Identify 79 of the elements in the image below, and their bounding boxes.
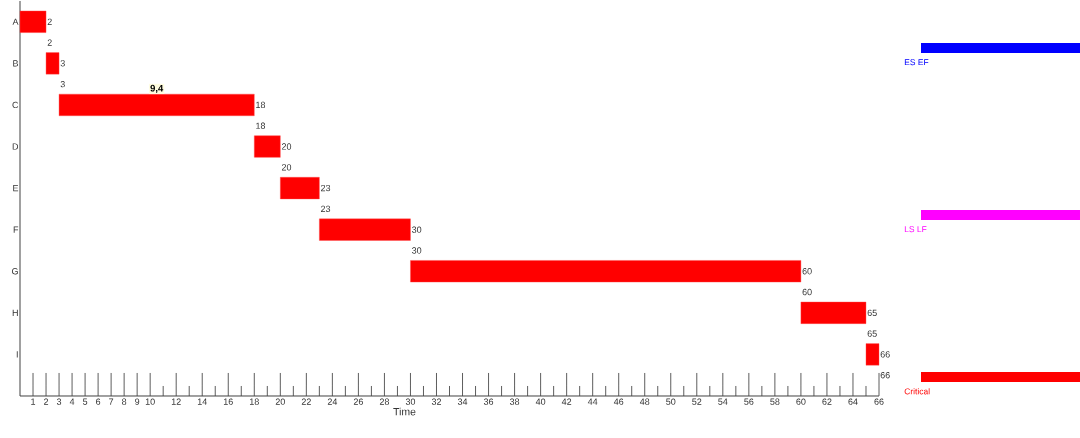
x-tick-label: 30: [405, 398, 416, 405]
annotation: 66: [880, 351, 890, 358]
annotation: 60: [802, 268, 812, 275]
y-tick-label: I: [16, 351, 18, 358]
x-axis-title: Time: [393, 407, 416, 416]
x-tick-label: 26: [353, 398, 363, 405]
bar: [45, 52, 60, 75]
annotation: 23: [321, 184, 331, 192]
annotation: 3: [60, 60, 65, 67]
annotation: 2: [47, 39, 52, 46]
annotation: 30: [412, 247, 422, 254]
x-tick-label: 54: [718, 398, 728, 405]
x-tick-label: 66: [874, 398, 884, 405]
x-tick-label: 42: [561, 398, 572, 405]
y-tick-label: C: [12, 101, 19, 109]
legend-label: LS LF: [904, 226, 927, 233]
y-tick-label: D: [12, 143, 19, 150]
x-tick-label: 38: [509, 398, 520, 405]
x-tick-label: 3: [56, 398, 62, 405]
y-tick-label: F: [13, 226, 19, 233]
bar: [410, 260, 802, 283]
text: 66: [880, 372, 890, 379]
x-tick-label: 48: [639, 398, 650, 405]
annotation: 65: [867, 309, 877, 317]
x-tick-label: 56: [744, 398, 754, 405]
x-tick-label: 22: [301, 398, 311, 405]
y-tick-label: B: [13, 60, 19, 67]
annotation: 65: [867, 330, 877, 337]
bar: [58, 93, 255, 116]
annotation: 2: [47, 18, 52, 25]
annotation: 60: [802, 288, 812, 296]
y-tick-label: H: [12, 309, 18, 316]
x-tick-label: 12: [171, 398, 181, 405]
x-tick-label: 7: [109, 398, 114, 405]
text: Critical: [904, 388, 930, 395]
bar: [254, 135, 281, 158]
x-tick-label: 6: [96, 398, 101, 405]
bar: [800, 301, 867, 324]
y-tick-label: E: [13, 185, 19, 192]
annotation: 20: [281, 164, 292, 171]
x-tick-label: 2: [44, 398, 49, 405]
x-tick-label: 62: [822, 398, 832, 405]
annotation: 3: [60, 80, 65, 88]
x-tick-label: 18: [249, 398, 259, 405]
annotation: 18: [256, 101, 266, 109]
x-tick-label: 60: [796, 398, 806, 405]
x-tick-label: 28: [379, 398, 390, 405]
x-tick-label: 50: [666, 398, 676, 405]
y-tick-label: G: [11, 268, 18, 275]
x-tick-label: 4: [69, 398, 75, 405]
x-tick-label: 32: [431, 398, 442, 405]
legend-label: ES EF: [904, 59, 929, 66]
x-tick-label: 64: [848, 398, 858, 405]
x-tick-label: 9: [135, 398, 140, 405]
x-tick-label: 36: [483, 398, 494, 405]
x-tick-label: 46: [613, 398, 624, 405]
x-tick-label: 8: [122, 398, 127, 405]
x-tick-label: 1: [31, 398, 36, 405]
x-tick-label: 52: [692, 398, 702, 405]
bar: [280, 177, 320, 200]
annotation: 20: [281, 143, 292, 150]
x-tick-label: 5: [82, 398, 88, 405]
bar: [19, 10, 47, 33]
annotation: 23: [321, 205, 331, 213]
x-tick-label: 16: [223, 398, 233, 405]
x-tick-label: 24: [327, 398, 338, 405]
x-tick-label: 10: [145, 398, 155, 405]
x-tick-label: 34: [457, 398, 468, 405]
bar: [865, 343, 880, 366]
x-tick-label: 40: [535, 398, 546, 405]
x-tick-label: 44: [587, 398, 598, 405]
annotation: 30: [412, 226, 422, 233]
x-tick-label: 14: [197, 398, 207, 405]
y-tick-label: A: [12, 18, 19, 25]
x-tick-label: 20: [275, 398, 285, 405]
annotation: 9,4: [150, 84, 164, 93]
annotation: 18: [256, 122, 266, 129]
bar: [319, 218, 411, 241]
x-tick-label: 58: [770, 398, 780, 405]
